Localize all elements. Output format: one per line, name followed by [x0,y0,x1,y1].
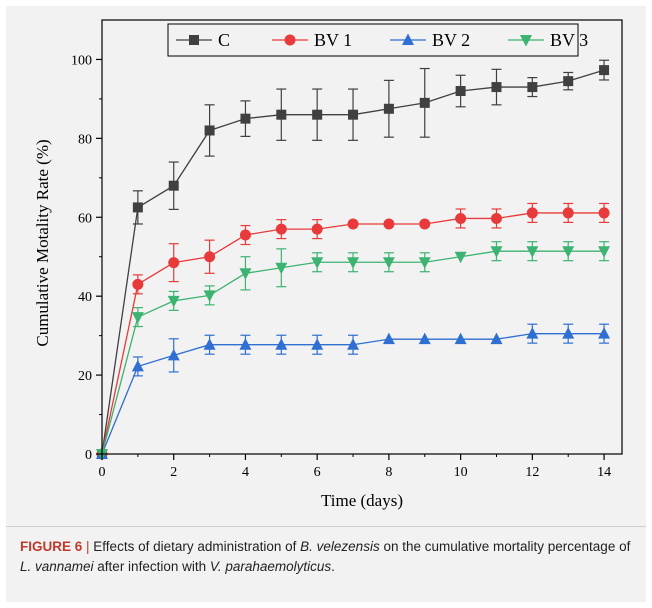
marker-bv2-12 [526,327,539,339]
marker-c-2 [168,180,179,191]
marker-bv2-11 [490,332,503,345]
marker-bv3-5 [275,262,288,275]
error-bars [132,59,610,377]
y-tick-label-80: 80 [78,132,92,147]
marker-bv3-3 [203,290,216,302]
marker-bv3-13 [562,246,575,258]
marker-c-4 [240,113,251,124]
axes [96,19,623,460]
marker-bv1-12 [526,207,538,219]
marker-bv2-3 [203,338,216,350]
marker-c-3 [204,125,215,136]
marker-bv1-2 [168,257,180,269]
marker-bv2-8 [382,332,395,345]
marker-c-6 [312,109,323,120]
marker-bv2-10 [454,332,467,345]
x-tick-label-2: 2 [170,465,177,480]
figure-panel: 0 2 4 6 8 10 12 14 0 20 40 60 80 100 Time (days) Cumul… [6,6,646,602]
x-tick-label-14: 14 [597,465,611,480]
figure-caption: FIGURE 6 | Effects of dietary administra… [6,526,646,602]
marker-c-12 [527,82,538,93]
x-tick-label-8: 8 [385,465,392,480]
marker-bv3-10 [454,251,467,264]
marker-c-14 [599,65,610,76]
marker-bv2-4 [239,338,252,350]
marker-bv2-5 [275,338,288,350]
y-tick-label-60: 60 [78,211,92,226]
marker-bv3-9 [418,257,431,269]
marker-c-5 [276,109,287,120]
marker-bv1-9 [419,218,431,230]
x-tick-label-12: 12 [525,465,539,480]
caption-text-1: Effects of dietary administration of [89,539,301,554]
legend-label-bv2: BV 2 [432,30,470,50]
marker-bv3-8 [382,257,395,269]
y-axis-title: Cumulative Motality Rate (%) [33,139,52,346]
x-tick-label-10: 10 [454,465,468,480]
marker-bv1-3 [204,251,216,263]
caption-species-1: B. velezensis [300,539,380,554]
marker-c-1 [132,202,143,213]
caption-separator: | [86,539,90,554]
marker-bv1-14 [598,207,610,219]
plot-frame [101,19,623,455]
caption-species-2: L. vannamei [20,559,94,574]
marker-bv2-2 [167,348,180,361]
axis-titles: Time (days) Cumulative Motality Rate (%) [33,139,403,510]
marker-c-11 [491,82,502,93]
marker-bv1-11 [490,212,502,224]
marker-c-10 [455,86,466,97]
x-tick-label-6: 6 [314,465,321,480]
caption-text-3: after infection with [93,559,210,574]
legend-marker-bv3 [520,35,532,47]
caption-text-4: . [331,559,335,574]
marker-bv2-1 [131,359,144,372]
legend-label-bv3: BV 3 [550,30,588,50]
marker-bv2-14 [598,327,611,339]
marker-bv1-5 [275,223,287,235]
marker-bv2-9 [418,332,431,345]
series-markers [96,65,611,461]
marker-c-13 [563,76,574,87]
legend-marker-bv2 [402,33,414,45]
caption-species-3: V. parahaemolyticus [209,559,332,574]
marker-bv1-7 [347,218,359,230]
legend: C BV 1 BV 2 BV 3 [167,23,588,57]
y-tick-label-0: 0 [85,448,92,463]
legend-label-bv1: BV 1 [314,30,352,50]
marker-c-9 [419,97,430,108]
y-tick-label-20: 20 [78,369,92,384]
tick-labels: 0 2 4 6 8 10 12 14 0 20 40 60 80 100 [71,53,611,480]
x-tick-label-4: 4 [242,465,249,480]
legend-label-c: C [218,30,230,50]
marker-c-8 [383,103,394,114]
marker-bv3-11 [490,246,503,258]
marker-bv3-7 [347,257,360,269]
marker-bv1-13 [562,207,574,219]
caption-text-2: on the cumulative mortality percentage o… [379,539,631,554]
marker-bv1-8 [383,218,395,230]
x-tick-label-0: 0 [99,465,106,480]
marker-bv1-6 [311,223,323,235]
x-axis-title: Time (days) [321,491,403,510]
caption-figure-label: FIGURE 6 [20,539,83,554]
marker-bv3-1 [131,312,144,324]
marker-c-7 [348,109,359,120]
marker-bv3-4 [239,268,252,280]
marker-bv2-7 [347,338,360,350]
marker-bv3-14 [598,246,611,258]
marker-bv3-2 [167,295,180,308]
mortality-chart: 0 2 4 6 8 10 12 14 0 20 40 60 80 100 Time (days) Cumul… [33,19,623,510]
y-tick-label-40: 40 [78,290,92,305]
legend-marker-c [189,35,199,45]
marker-bv3-12 [526,246,539,258]
marker-bv1-4 [239,229,251,241]
marker-bv1-10 [455,212,467,224]
y-tick-label-100: 100 [71,53,92,68]
marker-bv2-13 [562,327,575,339]
legend-marker-bv1 [284,34,296,46]
marker-bv2-6 [311,338,324,350]
marker-bv1-1 [132,278,144,290]
marker-bv3-6 [311,257,324,269]
